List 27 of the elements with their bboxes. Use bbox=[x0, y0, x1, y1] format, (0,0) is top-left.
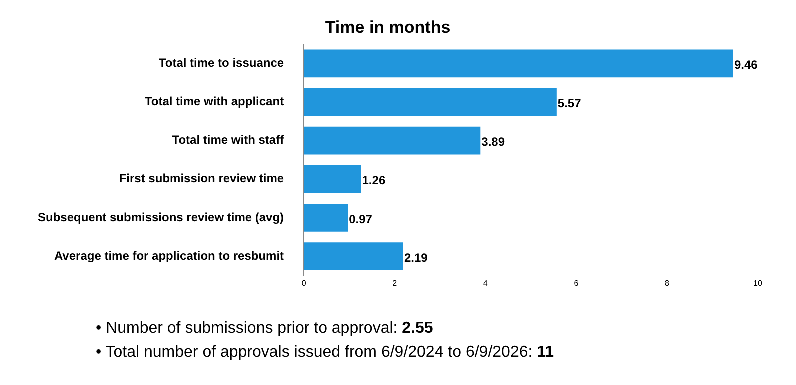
chart-title: Time in months bbox=[325, 18, 451, 37]
x-tick-label: 8 bbox=[664, 278, 670, 288]
data-label: 5.57 bbox=[558, 96, 582, 111]
bar bbox=[304, 126, 481, 155]
y-tick-label: Total time to issuance bbox=[158, 56, 284, 70]
data-label: 2.19 bbox=[404, 250, 428, 265]
bar bbox=[304, 204, 348, 232]
y-tick-label: First submission review time bbox=[119, 172, 284, 186]
x-tick-label: 6 bbox=[574, 278, 580, 288]
data-label: 0.97 bbox=[349, 212, 373, 226]
bar bbox=[304, 242, 404, 270]
bar bbox=[304, 165, 362, 194]
data-label: 9.46 bbox=[734, 58, 758, 72]
y-tick-label: Total time with staff bbox=[172, 133, 286, 148]
bar bbox=[304, 50, 734, 78]
text: • Total number of approvals issued from 6/9/2024 to 6/9/2026: 11 bbox=[96, 343, 556, 363]
y-tick-label: Subsequent submissions review time (avg) bbox=[38, 210, 284, 224]
x-tick-label: 10 bbox=[754, 278, 763, 288]
data-label: 1.26 bbox=[362, 174, 386, 188]
bar bbox=[304, 88, 557, 116]
x-tick-label: 0 bbox=[302, 278, 307, 288]
data-label: 3.89 bbox=[482, 135, 506, 150]
y-tick-label: Total time with applicant bbox=[144, 94, 284, 109]
text: • Number of submissions prior to approval: 2.55 bbox=[96, 319, 434, 339]
x-tick-label: 2 bbox=[392, 278, 398, 288]
y-tick-label: Average time for application to resbumit bbox=[54, 248, 284, 263]
x-tick-label: 4 bbox=[483, 278, 488, 288]
